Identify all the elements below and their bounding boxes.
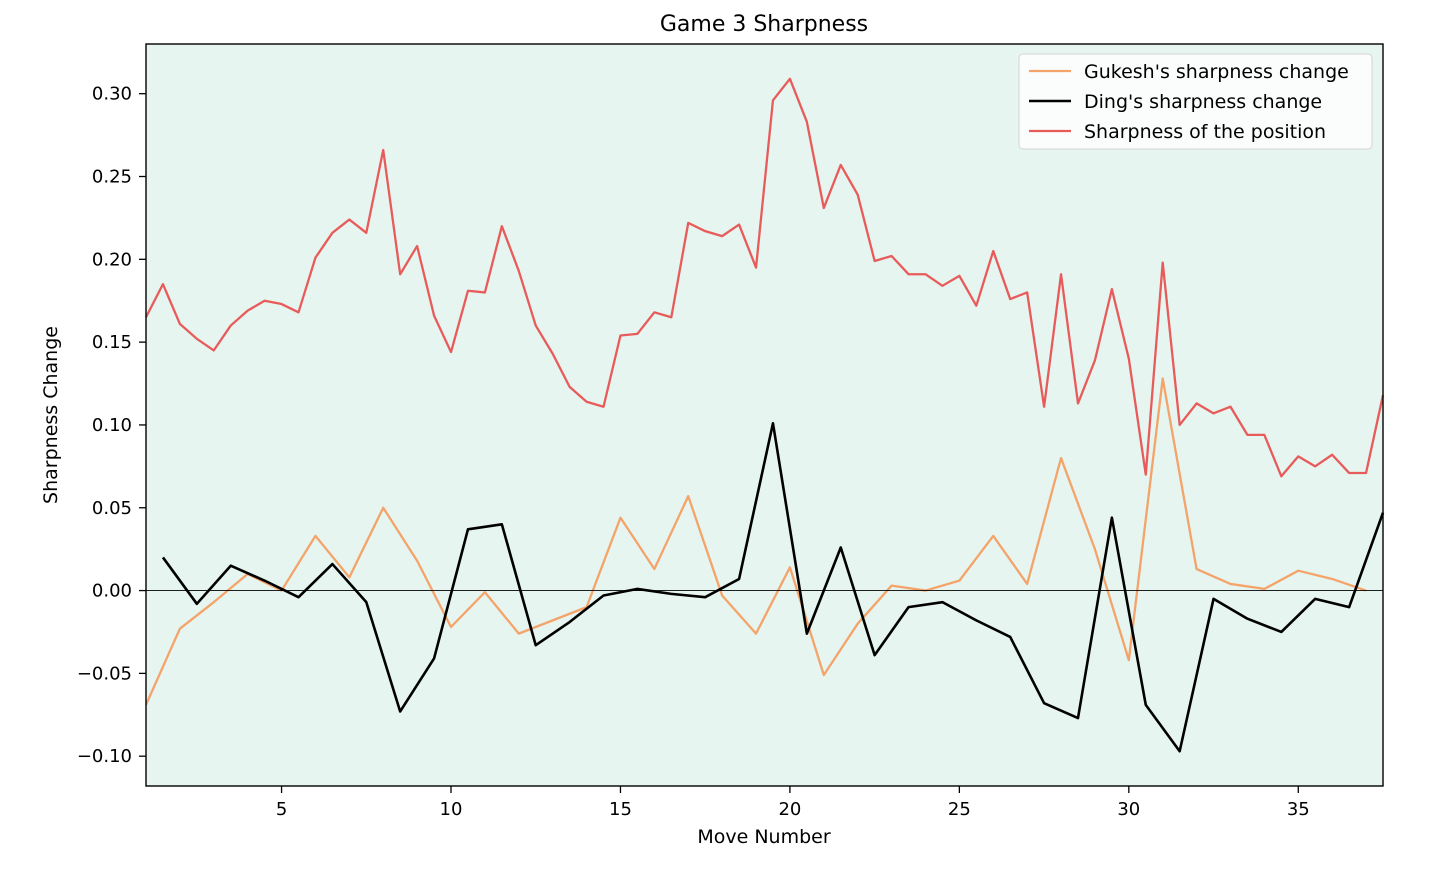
y-tick-label: 0.25 <box>92 167 132 188</box>
legend: Gukesh's sharpness change Ding's sharpnes… <box>1018 53 1373 150</box>
y-tick-label: 0.30 <box>92 84 132 105</box>
plot-background <box>146 44 1383 786</box>
x-axis: 5 10 15 20 25 30 35 <box>276 786 1310 820</box>
series-layer <box>144 77 1385 753</box>
legend-label: Gukesh's sharpness change <box>1084 61 1349 83</box>
x-tick-label: 15 <box>609 799 632 820</box>
y-tick-label: 0.20 <box>92 249 132 270</box>
legend-box <box>1018 53 1373 150</box>
y-tick-label: 0.10 <box>92 415 132 436</box>
x-tick-label: 30 <box>1117 799 1140 820</box>
series-line-3 <box>144 77 1385 478</box>
y-tick-label: 0.00 <box>92 581 132 602</box>
y-tick-label: 0.15 <box>92 332 132 353</box>
series-line-1 <box>144 377 1367 706</box>
legend-label: Sharpness of the position <box>1084 121 1326 143</box>
y-tick-label: −0.05 <box>77 663 132 684</box>
x-tick-label: 35 <box>1287 799 1310 820</box>
x-tick-label: 25 <box>948 799 971 820</box>
x-tick-label: 20 <box>778 799 801 820</box>
y-tick-label: 0.05 <box>92 498 132 519</box>
x-tick-label: 10 <box>440 799 463 820</box>
x-axis-label: Move Number <box>697 826 831 848</box>
y-tick-label: −0.10 <box>77 746 132 767</box>
legend-label: Ding's sharpness change <box>1084 91 1322 113</box>
series-line-2 <box>161 421 1385 753</box>
y-axis: −0.10 −0.05 0.00 0.05 0.10 0.15 0.20 0.25 0.30 <box>77 84 146 767</box>
plot-frame <box>145 43 1384 787</box>
chart-title: Game 3 Sharpness <box>660 12 868 37</box>
x-tick-label: 5 <box>276 799 287 820</box>
y-axis-label: Sharpness Change <box>40 326 62 504</box>
